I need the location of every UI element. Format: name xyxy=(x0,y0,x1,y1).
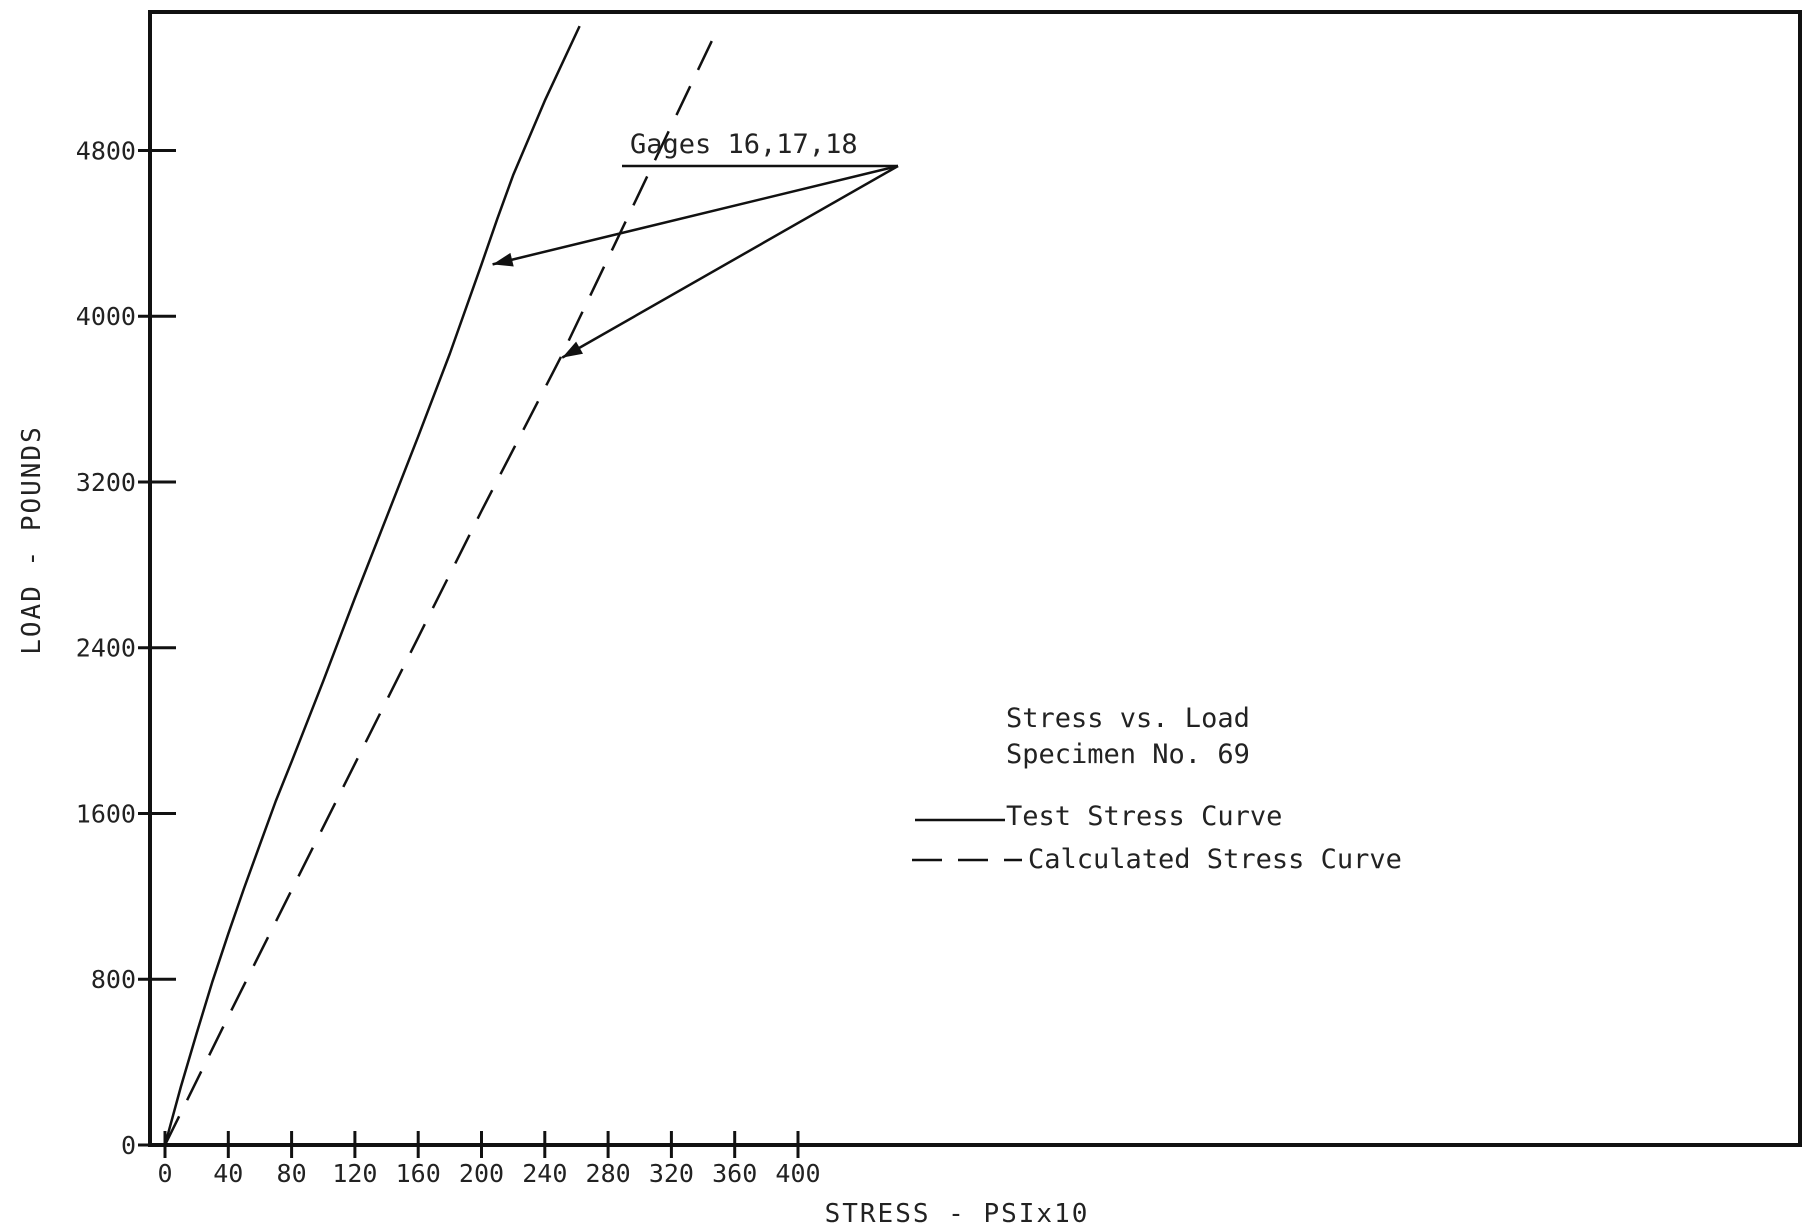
annotation-arrowhead xyxy=(492,252,514,267)
y-tick-label: 800 xyxy=(91,965,136,994)
x-tick-label: 320 xyxy=(649,1159,694,1188)
annotation-arrow xyxy=(561,164,899,359)
y-axis-title: LOAD - POUNDS xyxy=(17,425,47,655)
x-axis-ticks: 0 40 80 120 160 200 240 280 320 360 400 xyxy=(157,1131,821,1188)
legend-label-test: Test Stress Curve xyxy=(1006,801,1282,832)
y-tick-label: 4000 xyxy=(76,302,136,331)
x-tick-label: 280 xyxy=(586,1159,631,1188)
x-tick-label: 360 xyxy=(712,1159,757,1188)
x-tick-label: 200 xyxy=(459,1159,504,1188)
series-layer xyxy=(163,25,721,1146)
test-stress-curve xyxy=(163,25,581,1146)
x-tick-label: 400 xyxy=(775,1159,820,1188)
annotation-arrow xyxy=(492,164,899,266)
y-tick-label: 2400 xyxy=(76,634,136,663)
annotation-arrowhead xyxy=(562,341,583,358)
calculated-stress-curve xyxy=(163,25,721,1146)
x-tick-label: 120 xyxy=(332,1159,377,1188)
y-tick-label: 3200 xyxy=(76,468,136,497)
y-tick-label: 1600 xyxy=(76,799,136,828)
x-axis-title: STRESS - PSIx10 xyxy=(825,1199,1090,1229)
y-axis-ticks: 0 800 1600 2400 3200 4000 4800 xyxy=(76,136,176,1160)
gages-annotation: Gages 16,17,18 xyxy=(492,129,899,359)
chart-info-line-2: Specimen No. 69 xyxy=(1006,739,1250,770)
x-tick-label: 160 xyxy=(396,1159,441,1188)
legend-label-calculated: Calculated Stress Curve xyxy=(1028,844,1402,875)
chart-info-line-1: Stress vs. Load xyxy=(1006,703,1250,734)
y-tick-label: 0 xyxy=(121,1131,136,1160)
x-tick-label: 240 xyxy=(522,1159,567,1188)
x-tick-label: 40 xyxy=(213,1159,243,1188)
y-tick-label: 4800 xyxy=(76,136,136,165)
legend: Test Stress Curve Calculated Stress Curv… xyxy=(912,801,1402,875)
annotation-label: Gages 16,17,18 xyxy=(630,129,858,160)
x-tick-label: 0 xyxy=(157,1159,172,1188)
x-tick-label: 80 xyxy=(277,1159,307,1188)
plot-frame xyxy=(148,10,1802,1147)
